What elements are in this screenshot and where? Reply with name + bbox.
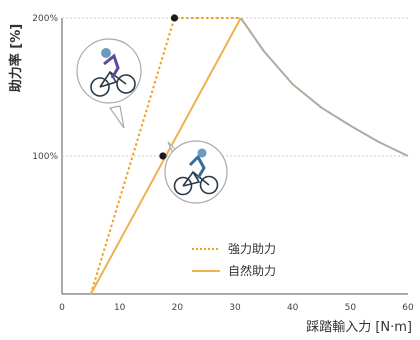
- legend-strong-label: 強力助力: [228, 242, 276, 256]
- x-tick-label: 0: [59, 303, 65, 313]
- series-line-0: [89, 17, 241, 295]
- y-tick-label: 200%: [32, 14, 58, 24]
- x-tick-label: 30: [229, 303, 241, 313]
- x-tick-label: 40: [287, 303, 299, 313]
- x-tick-label: 10: [114, 303, 126, 313]
- x-tick-label: 60: [402, 303, 414, 313]
- data-marker: [159, 152, 167, 160]
- x-tick-label: 20: [172, 303, 184, 313]
- series-line-2: [239, 17, 409, 157]
- x-axis-title: 踩踏輸入力 [N·m]: [306, 320, 412, 335]
- y-tick-label: 100%: [32, 152, 58, 162]
- tick-labels: 100% 200% 0 10 20 30 40 50 60: [32, 14, 414, 313]
- legend-natural-label: 自然助力: [228, 263, 276, 278]
- data-marker: [170, 14, 179, 22]
- y-axis-title: 助力率 [%]: [8, 24, 24, 92]
- grid-lines: [62, 17, 408, 157]
- markers: [159, 14, 179, 160]
- legend: 強力助力 自然助力: [192, 242, 276, 278]
- cyclist-strong-icon: [76, 38, 142, 129]
- cyclist-natural-icon: [164, 140, 228, 204]
- x-tick-label: 50: [345, 303, 357, 313]
